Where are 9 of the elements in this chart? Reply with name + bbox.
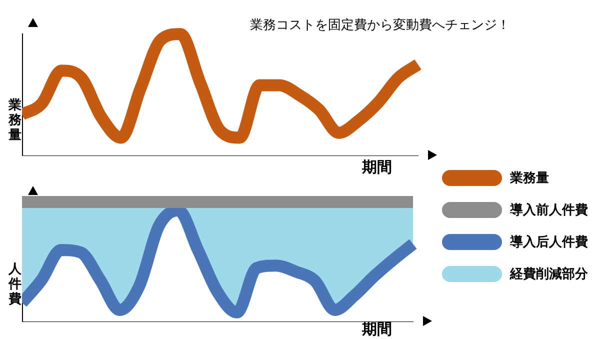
legend-label: 経費削減部分 xyxy=(510,266,588,283)
legend-label: 導入后人件費 xyxy=(510,234,588,251)
chart-title: 業務コストを固定費から変動費へチェンジ！ xyxy=(250,17,510,34)
y-axis-title: 業務量 xyxy=(8,98,22,143)
legend-label: 業務量 xyxy=(510,170,549,187)
y-axis-title: 人件費 xyxy=(8,262,22,307)
x-axis-title: 期間 xyxy=(362,320,392,339)
x-axis-title: 期間 xyxy=(362,158,392,177)
legend-label: 導入前人件費 xyxy=(510,202,588,219)
